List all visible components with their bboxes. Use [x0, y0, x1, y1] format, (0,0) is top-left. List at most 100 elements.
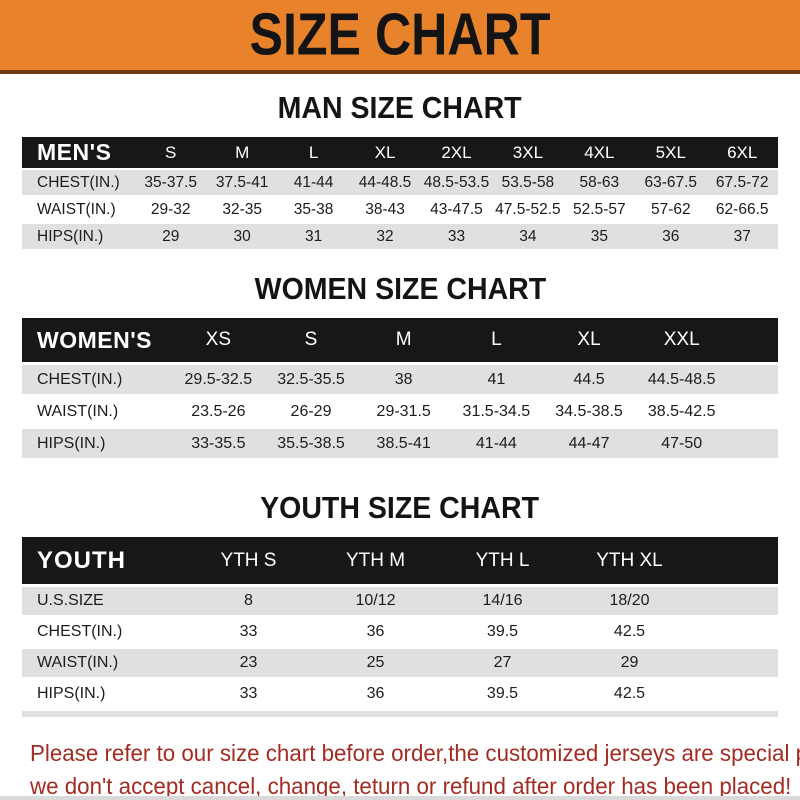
cell: 32: [376, 227, 394, 245]
row-label: HIPS(IN.): [37, 685, 106, 702]
section-title-youth: YOUTH SIZE CHART: [0, 492, 800, 523]
women-table-header-label: WOMEN'S: [37, 326, 153, 353]
bottom-edge-strip: [0, 796, 800, 800]
cell: 48.5-53.5: [423, 173, 490, 191]
footer-line-2: we don't accept cancel, change, teturn o…: [30, 773, 792, 799]
column-header: YTH L: [475, 549, 530, 571]
column-header: XL: [577, 329, 601, 350]
row-label: U.S.SIZE: [37, 592, 104, 609]
table-row: CHEST(IN.) 33 36 39.5 42.5: [22, 618, 778, 646]
table-row: CHEST(IN.) 29.5-32.5 32.5-35.5 38 41 44.…: [22, 365, 778, 394]
cell: 39.5: [486, 685, 519, 702]
column-header: YTH S: [220, 549, 277, 571]
cell: 30: [233, 227, 251, 245]
table-row: HIPS(IN.) 33 36 39.5 42.5: [22, 680, 778, 708]
cell: 36: [366, 685, 385, 702]
cell: 36: [366, 623, 385, 640]
cell: 27: [493, 654, 512, 671]
cell: 33: [239, 685, 258, 702]
cell: 38: [394, 370, 413, 388]
cell: 29-32: [150, 200, 191, 218]
cell: 29: [620, 654, 639, 671]
cell: 14/16: [482, 592, 523, 609]
women-table-header: WOMEN'S XS S M L XL XXL: [22, 318, 778, 362]
cell: 35-37.5: [144, 173, 197, 191]
cell: 57-62: [650, 200, 691, 218]
men-table-header: MEN'S S M L XL 2XL 3XL 4XL 5XL 6XL: [22, 137, 778, 168]
footer-note: Please refer to our size chart before or…: [30, 737, 800, 800]
cell: 37: [733, 227, 751, 245]
column-header: S: [304, 329, 318, 350]
cell: 42.5: [613, 623, 646, 640]
column-header: 6XL: [727, 142, 758, 162]
column-header: M: [235, 142, 250, 162]
cell: 23: [239, 654, 258, 671]
cell: 44.5-48.5: [647, 370, 716, 388]
cell: 58-63: [579, 173, 620, 191]
cell: 23.5-26: [191, 402, 246, 420]
cell: 35-38: [293, 200, 334, 218]
cell: 44-48.5: [358, 173, 412, 191]
cell: 62-66.5: [715, 200, 769, 218]
column-header: XL: [374, 142, 396, 162]
cell: 53.5-58: [501, 173, 555, 191]
row-label: CHEST(IN.): [37, 370, 123, 388]
section-title-youth-text: YOUTH SIZE CHART: [260, 490, 540, 525]
table-row: U.S.SIZE 8 10/12 14/16 18/20: [22, 587, 778, 615]
cell: 38.5-42.5: [647, 402, 716, 420]
cell: 47.5-52.5: [495, 200, 561, 218]
cell: 43-47.5: [430, 200, 483, 218]
cell: 34.5-38.5: [555, 402, 623, 420]
row-label: HIPS(IN.): [37, 227, 104, 245]
cell: 47-50: [661, 434, 703, 452]
cell: 34: [519, 227, 537, 245]
row-label: WAIST(IN.): [37, 654, 119, 671]
column-header: 3XL: [512, 142, 544, 162]
column-header: XS: [205, 329, 232, 350]
banner: SIZE CHART: [0, 0, 800, 74]
table-row: HIPS(IN.) 29 30 31 32 33 34 35 36 37: [22, 224, 778, 249]
cell: 29: [162, 227, 180, 245]
section-title-men: MAN SIZE CHART: [0, 92, 800, 123]
row-label: CHEST(IN.): [37, 623, 123, 640]
table-row: WAIST(IN.) 23.5-26 26-29 29-31.5 31.5-34…: [22, 397, 778, 426]
cell: 29.5-32.5: [184, 370, 253, 388]
cell: 25: [366, 654, 385, 671]
column-header: L: [308, 142, 319, 162]
men-size-table: MEN'S S M L XL 2XL 3XL 4XL 5XL 6XL CHEST…: [22, 137, 778, 249]
section-title-women-text: WOMEN SIZE CHART: [254, 271, 546, 306]
cell: 33: [239, 623, 258, 640]
section-title-women: WOMEN SIZE CHART: [0, 273, 800, 304]
cell: 32-35: [222, 200, 262, 218]
cell: 38.5-41: [376, 434, 431, 452]
cell: 38-43: [365, 200, 405, 218]
cell: 33: [447, 227, 466, 245]
men-table-header-label: MEN'S: [37, 139, 112, 165]
cell: 31: [304, 227, 323, 245]
cell: 31.5-34.5: [462, 402, 531, 420]
table-row: WAIST(IN.) 23 25 27 29: [22, 649, 778, 677]
cell: 67.5-72: [715, 173, 769, 191]
cell: 44.5: [573, 370, 605, 388]
cell: 42.5: [613, 685, 646, 702]
cell: 8: [244, 592, 253, 609]
column-header: M: [395, 329, 412, 350]
row-label: CHEST(IN.): [37, 173, 120, 191]
footer-line-1: Please refer to our size chart before or…: [30, 740, 800, 766]
table-bottom-strip: [22, 711, 778, 717]
cell: 63-67.5: [644, 173, 698, 191]
column-header: 2XL: [441, 142, 472, 162]
row-label: WAIST(IN.): [37, 200, 116, 218]
column-header: S: [165, 142, 177, 162]
cell: 18/20: [609, 592, 650, 609]
cell: 33-35.5: [191, 434, 246, 452]
column-header: YTH M: [345, 549, 406, 571]
cell: 32.5-35.5: [277, 370, 345, 388]
column-header: 4XL: [584, 142, 615, 162]
cell: 41: [487, 370, 506, 388]
table-row: WAIST(IN.) 29-32 32-35 35-38 38-43 43-47…: [22, 197, 778, 222]
column-header: 5XL: [655, 142, 686, 162]
column-header: XXL: [663, 329, 700, 350]
youth-table-header-label: YOUTH: [37, 546, 126, 574]
